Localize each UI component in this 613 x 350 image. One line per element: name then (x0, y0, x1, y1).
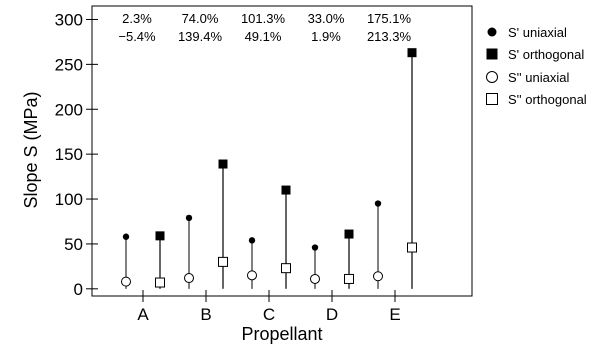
annotation-top: 101.3% (241, 11, 286, 26)
y-axis: 0 50 100 150 200 250 300 (55, 10, 98, 299)
legend-marker (486, 71, 498, 83)
annotation-top: 74.0% (182, 11, 219, 26)
x-tick-label: B (200, 305, 211, 324)
annotation-bottom: 49.1% (245, 29, 282, 44)
y-tick-label: 0 (74, 280, 83, 299)
legend-marker (487, 27, 497, 37)
annotation-bottom: −5.4% (118, 29, 156, 44)
x-axis: A B C D E (137, 290, 401, 324)
point-s1-uniaxial (311, 244, 319, 251)
point-s1-orthogonal (407, 48, 417, 58)
point-s2-uniaxial (121, 276, 131, 287)
point-s1-orthogonal (281, 185, 291, 195)
point-s2-orthogonal (407, 242, 417, 253)
y-tick-label: 250 (55, 55, 83, 74)
annotation-bottom: 1.9% (311, 29, 341, 44)
x-tick-label: A (137, 305, 149, 324)
legend-label: S'' uniaxial (508, 70, 569, 85)
point-s1-uniaxial (248, 237, 256, 244)
legend-label: S' uniaxial (508, 25, 567, 40)
point-s1-orthogonal (155, 231, 165, 241)
y-tick-label: 300 (55, 10, 83, 29)
legend-marker (486, 93, 498, 105)
legend-label: S'' orthogonal (508, 92, 587, 107)
point-s1-orthogonal (218, 159, 228, 169)
legend-label: S' orthogonal (508, 47, 584, 62)
y-tick-label: 50 (64, 235, 83, 254)
annotation-top: 175.1% (367, 11, 412, 26)
x-axis-title: Propellant (241, 324, 322, 344)
point-s2-orthogonal (155, 277, 165, 288)
x-tick-label: C (263, 305, 275, 324)
point-s1-orthogonal (344, 229, 354, 239)
point-s2-orthogonal (281, 263, 291, 274)
point-s1-uniaxial (185, 214, 193, 222)
annotations: 2.3% 74.0% 101.3% 33.0% 175.1% −5.4% 139.4% 49.… (118, 11, 411, 44)
y-tick-label: 200 (55, 100, 83, 119)
point-s2-uniaxial (184, 273, 194, 284)
annotation-top: 33.0% (308, 11, 345, 26)
point-s2-orthogonal (218, 256, 228, 267)
point-s2-uniaxial (373, 271, 383, 282)
y-tick-label: 100 (55, 190, 83, 209)
point-s2-orthogonal (344, 273, 354, 284)
plot-area (91, 5, 473, 297)
x-tick-label: D (326, 305, 338, 324)
point-s1-uniaxial (374, 200, 382, 207)
legend-marker (486, 48, 498, 60)
annotation-top: 2.3% (122, 11, 152, 26)
x-tick-label: E (389, 305, 400, 324)
point-s1-uniaxial (122, 233, 130, 240)
point-s2-uniaxial (247, 270, 257, 281)
legend: S' uniaxial S' orthogonal S'' uniaxial S'' … (486, 25, 587, 107)
plot-frame (91, 5, 473, 297)
annotation-bottom: 213.3% (367, 29, 412, 44)
annotation-bottom: 139.4% (178, 29, 223, 44)
point-s2-uniaxial (310, 273, 320, 284)
data-marks (121, 48, 417, 289)
y-axis-title: Slope S (MPa) (21, 91, 41, 208)
y-tick-label: 150 (55, 145, 83, 164)
